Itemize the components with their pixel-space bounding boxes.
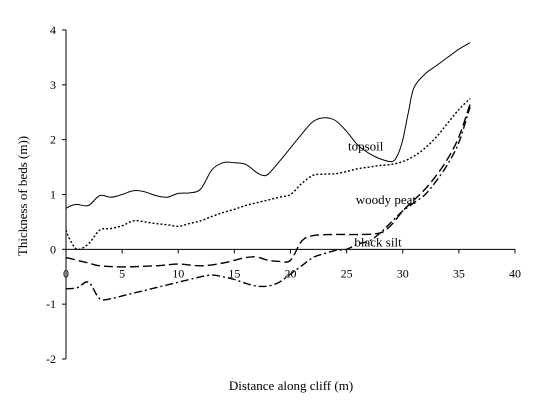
axes <box>65 30 515 359</box>
y-ticks: -2 -1 0 1 2 3 4 <box>46 23 66 366</box>
x-tick-label: 35 <box>453 266 465 280</box>
y-tick-label: 1 <box>50 188 56 202</box>
series-lines <box>65 42 471 301</box>
y-tick-label: 4 <box>50 23 56 37</box>
series-line-black-silt <box>65 103 471 268</box>
x-tick-label: 25 <box>341 266 353 280</box>
series-label-black-silt: black silt <box>354 235 402 250</box>
x-tick-label: 30 <box>397 266 409 280</box>
x-tick-label: 10 <box>172 266 184 280</box>
y-tick-label: -2 <box>46 352 56 366</box>
y-tick-label: -1 <box>46 297 56 311</box>
x-tick-label: 40 <box>509 266 521 280</box>
x-tick-label: 5 <box>119 266 125 280</box>
x-axis-title: Distance along cliff (m) <box>229 378 353 393</box>
series-line-topsoil <box>65 42 471 209</box>
y-tick-label: 2 <box>50 133 56 147</box>
y-axis-title: Thickness of beds (m)) <box>15 136 30 256</box>
y-tick-label: 0 <box>50 242 56 256</box>
y-tick-label: 3 <box>50 78 56 92</box>
x-tick-label: 15 <box>228 266 240 280</box>
series-label-topsoil: topsoil <box>348 139 384 154</box>
series-label-woody-peat: woody peat <box>356 192 417 207</box>
x-tick-label: 0 <box>63 266 69 280</box>
series-line-base-4 <box>65 106 471 301</box>
series-line-woody-peat <box>65 98 471 251</box>
series-labels: topsoil woody peat black silt <box>348 139 416 250</box>
x-ticks: 0 5 10 15 20 25 30 35 40 <box>63 249 521 280</box>
